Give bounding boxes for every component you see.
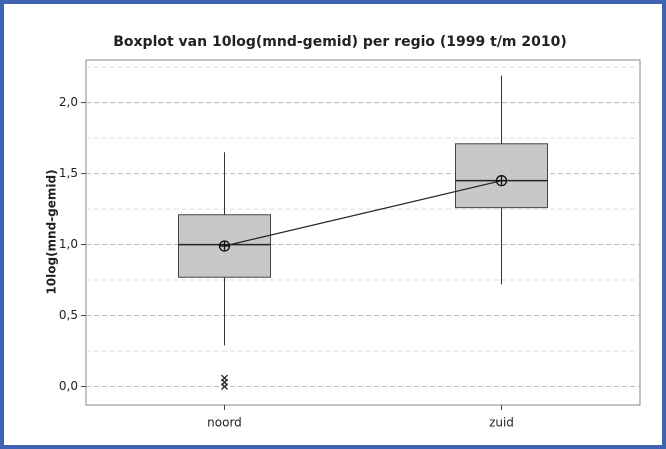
y-tick-label: 2,0: [59, 95, 78, 109]
y-tick-label: 1,0: [59, 237, 78, 251]
y-tick-label: 0,5: [59, 308, 78, 322]
mean-marker-part: [219, 240, 230, 251]
y-tick-label: 0,0: [59, 379, 78, 393]
mean-marker: [495, 175, 508, 187]
mean-marker: [218, 240, 231, 252]
box: [455, 143, 548, 209]
y-axis-label: 10log(mnd-gemid): [45, 169, 59, 294]
plot-area: [85, 59, 641, 406]
outlier: [221, 383, 228, 391]
x-tick-label: noord: [207, 416, 242, 430]
y-tick-label: 1,5: [59, 166, 78, 180]
mean-marker-part: [496, 175, 507, 186]
chart-title: Boxplot van 10log(mnd-gemid) per regio (…: [113, 34, 567, 50]
mean-line: [224, 180, 502, 247]
x-tick-label: zuid: [489, 416, 514, 430]
